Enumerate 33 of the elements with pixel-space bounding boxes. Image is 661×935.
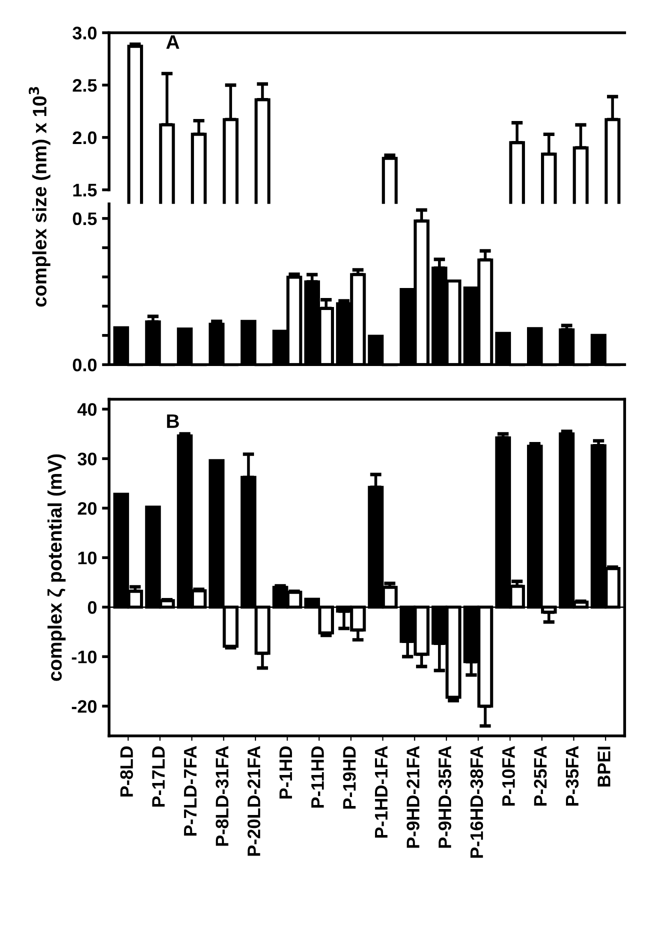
x-tick-label: P-17LD bbox=[152, 746, 165, 807]
y-tick-label: 2.5 bbox=[72, 79, 97, 92]
y-tick-label: 3.0 bbox=[72, 26, 97, 40]
x-tick-label: P-19HD bbox=[343, 746, 356, 809]
y-tick-label: -20 bbox=[72, 700, 97, 713]
x-tick-label: P-9HD-21FA bbox=[406, 746, 420, 848]
x-tick-label: P-20LD-21FA bbox=[248, 746, 260, 856]
x-tick-label: P-10FA bbox=[502, 746, 515, 806]
y-tick-label: 0 bbox=[88, 601, 97, 614]
x-tick-label: P-35FA bbox=[566, 746, 579, 806]
y-tick-label: 40 bbox=[77, 403, 97, 416]
y-tick-label: 0.0 bbox=[72, 358, 97, 372]
x-tick-label: P-16HD-38FA bbox=[470, 746, 484, 858]
y-tick-label: 1.5 bbox=[73, 184, 97, 197]
x-tick-label: P-7LD-7FA bbox=[184, 746, 196, 836]
y-tick-label: 30 bbox=[78, 452, 97, 466]
y-tick-label: -10 bbox=[72, 650, 97, 664]
x-tick-label: P-8LD bbox=[120, 746, 134, 797]
x-tick-label: P-1HD bbox=[280, 746, 292, 799]
y-axis-title: complex size (nm) x 10$^{3}$ bbox=[28, 86, 50, 307]
x-tick-label: BPEI bbox=[598, 746, 610, 787]
y-axis-title: complex ζ potential (mV) bbox=[47, 454, 66, 681]
x-tick-label: P-1HD-1FA bbox=[375, 746, 388, 838]
x-tick-label: P-9HD-35FA bbox=[438, 746, 452, 848]
x-tick-label: P-25FA bbox=[534, 746, 547, 806]
x-tick-label: P-8LD-31FA bbox=[216, 746, 229, 846]
annotation: B bbox=[167, 414, 179, 428]
y-tick-label: 0.5 bbox=[72, 212, 97, 226]
y-tick-label: 20 bbox=[78, 502, 97, 515]
y-tick-label: 2.0 bbox=[72, 131, 97, 144]
y-tick-label: 10 bbox=[78, 552, 97, 564]
x-tick-label: P-11HD bbox=[311, 746, 324, 808]
annotation: A bbox=[166, 35, 180, 49]
